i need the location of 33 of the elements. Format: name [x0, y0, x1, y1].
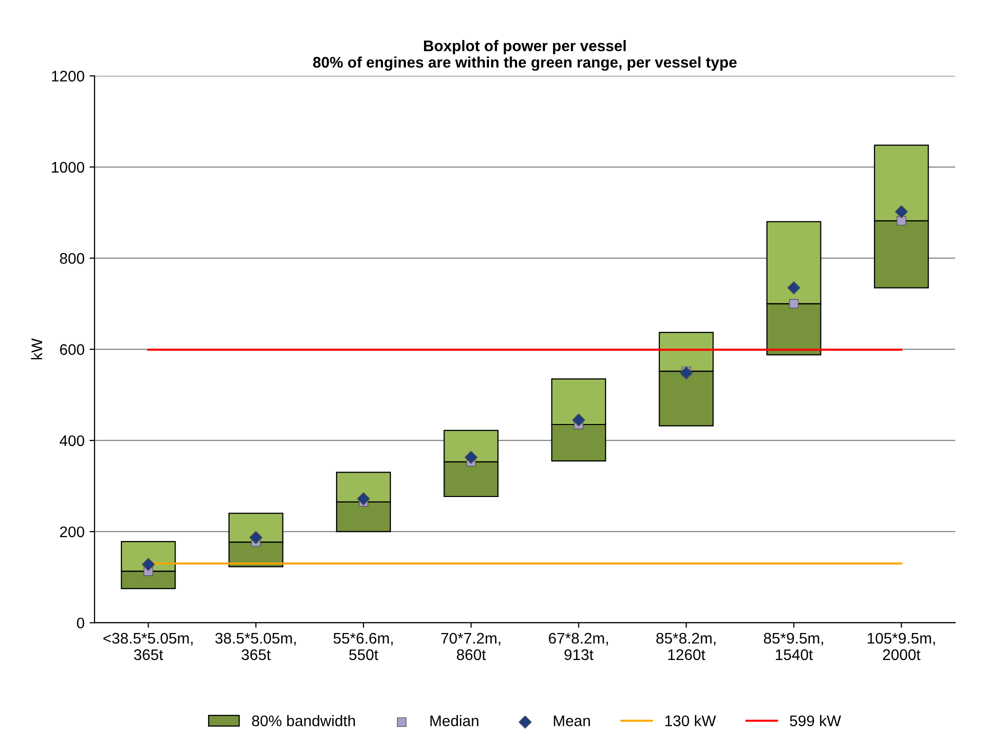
point	[249, 530, 262, 544]
x-tick-label: 85*9.5m, 1540t	[764, 632, 824, 660]
x-tick-label: <38.5*5.05m, 365t	[103, 632, 193, 660]
chart-subtitle: 80% of engines are within the green range, per vessel type	[313, 56, 737, 71]
x-tick-label: 70*7.2m, 860t	[441, 632, 500, 660]
y-tick-label: 1000	[52, 162, 84, 173]
x-tick-label: 105*9.5m, 2000t	[868, 632, 935, 660]
legend-label: Median	[430, 715, 478, 726]
y-tick-label: 800	[60, 253, 84, 264]
legend-label: Mean	[554, 716, 590, 726]
y-tick-label: 400	[60, 435, 84, 446]
legend-label: 599 kW	[790, 715, 842, 726]
point	[896, 216, 906, 226]
x-tick-label: 55*6.6m, 550t	[334, 632, 393, 660]
x-tick-label: 67*8.2m, 913t	[548, 632, 608, 660]
point	[789, 298, 799, 308]
point	[680, 366, 693, 380]
point	[356, 492, 370, 506]
x-tick-label: 85*8.2m, 1260t	[656, 632, 716, 660]
point	[894, 205, 908, 218]
y-axis-title: kW	[31, 338, 42, 360]
y-tick-label: 200	[60, 526, 84, 538]
y-tick-label: 600	[60, 344, 84, 355]
chart-title: Boxplot of power per vessel	[424, 40, 626, 54]
point	[572, 413, 586, 427]
point	[464, 450, 478, 464]
point	[142, 558, 155, 571]
y-tick-label: 1200	[52, 70, 84, 82]
y-tick-label: 0	[76, 618, 84, 628]
legend-label: 80% bandwidth	[252, 715, 355, 726]
x-tick-label: 38.5*5.05m, 365t	[215, 632, 296, 660]
point	[787, 281, 800, 294]
legend-label: 130 kW	[665, 715, 716, 726]
